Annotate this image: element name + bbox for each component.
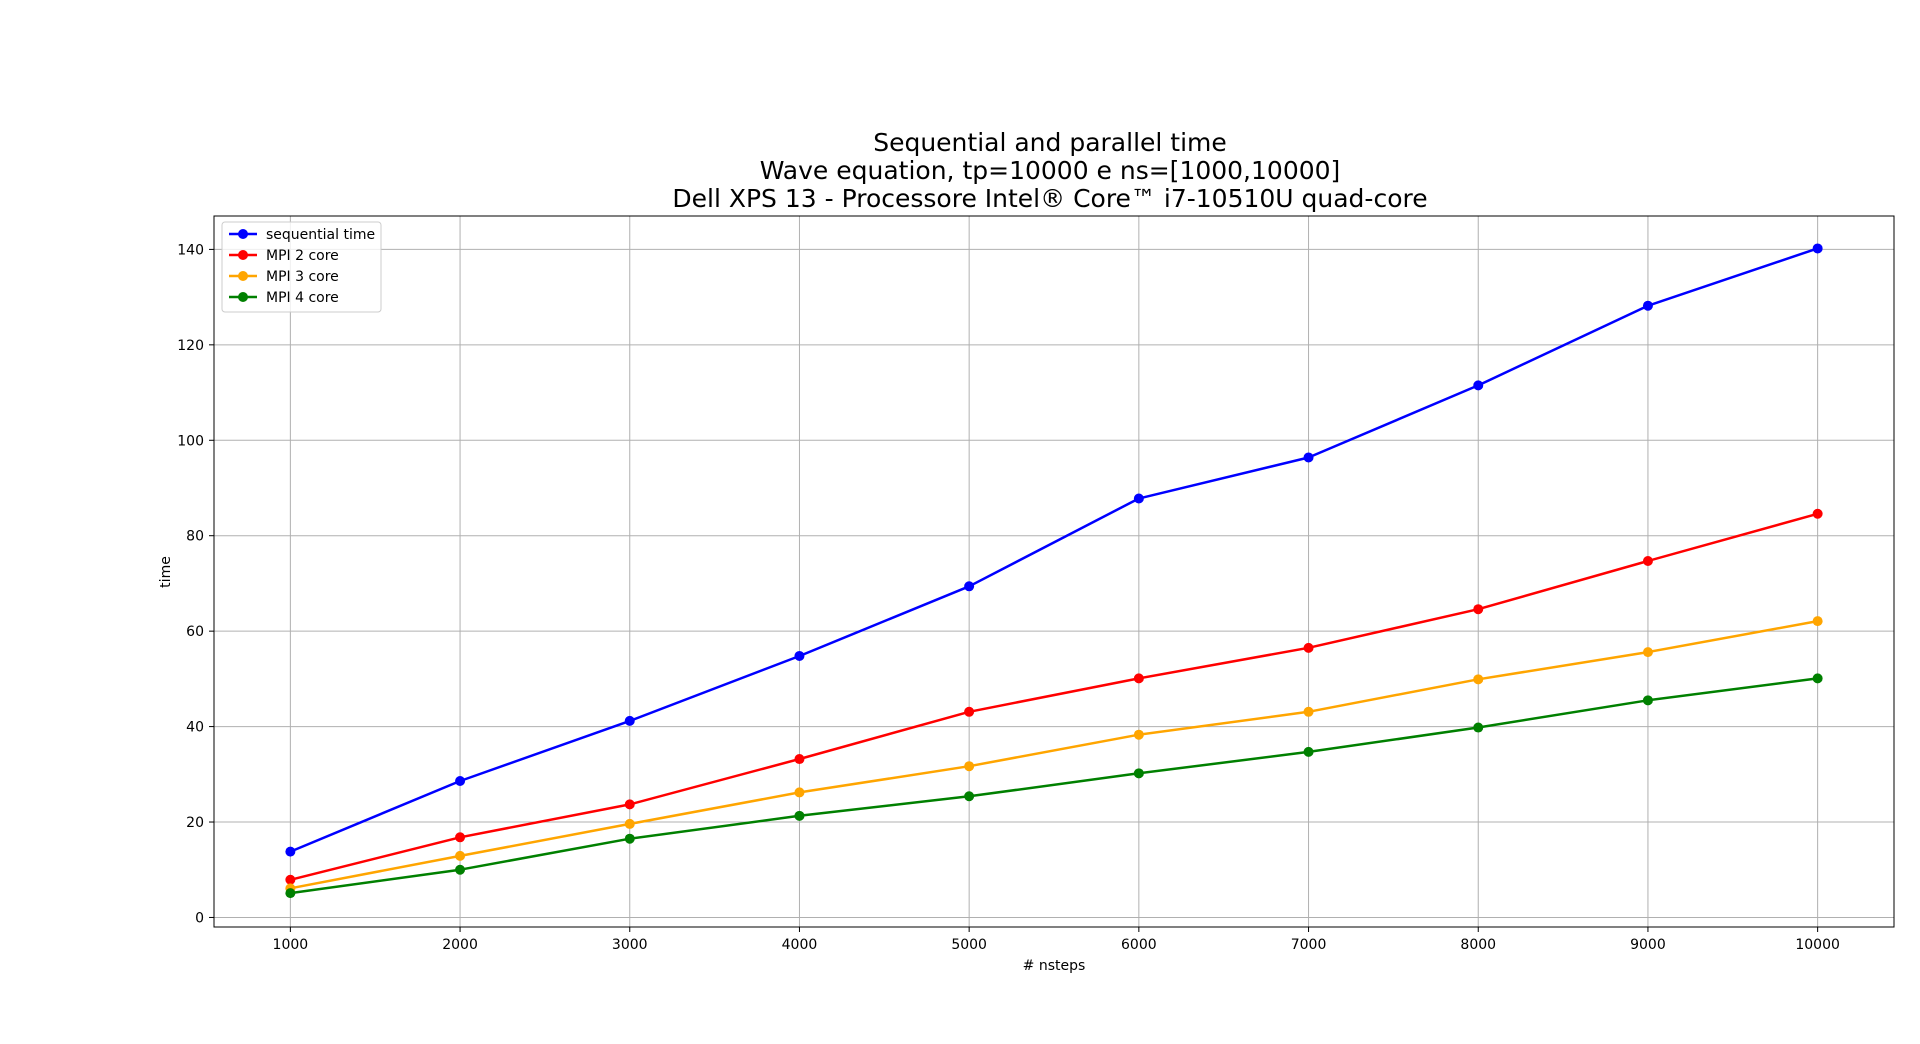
- data-point: [624, 818, 635, 829]
- y-axis: 0 20 40 60 80 100 120 140: [177, 242, 214, 926]
- data-point: [1133, 768, 1144, 779]
- x-tick-label: 8000: [1460, 937, 1496, 953]
- y-tick-label: 140: [177, 242, 204, 258]
- legend-item: sequential time: [229, 227, 375, 243]
- x-tick-label: 5000: [951, 937, 987, 953]
- data-point: [794, 787, 805, 798]
- x-tick-label: 7000: [1291, 937, 1327, 953]
- x-axis: 1000 2000 3000 4000 5000 6000 7000 8000 9000 1000…: [273, 927, 1840, 953]
- data-point: [455, 864, 466, 875]
- legend-label: MPI 2 core: [266, 248, 339, 264]
- data-point: [794, 650, 805, 661]
- y-tick-label: 0: [195, 910, 204, 926]
- data-point: [624, 833, 635, 844]
- legend-swatch-marker: [238, 271, 248, 281]
- chart-title-line-2: Wave equation, tp=10000 e ns=[1000,10000…: [760, 156, 1341, 185]
- series-2: [285, 508, 1823, 885]
- data-point: [455, 775, 466, 786]
- chart-title-line-1: Sequential and parallel time: [873, 128, 1227, 157]
- y-axis-label: time: [158, 556, 174, 588]
- chart-title-line-3: Dell XPS 13 - Processore Intel® Core™ i7…: [672, 184, 1427, 213]
- data-point: [1642, 695, 1653, 706]
- data-point: [455, 832, 466, 843]
- grid-lines: [214, 216, 1894, 927]
- x-tick-label: 4000: [782, 937, 818, 953]
- legend-label: MPI 3 core: [266, 269, 339, 285]
- data-point: [1303, 706, 1314, 717]
- data-point: [1473, 380, 1484, 391]
- data-point: [1812, 673, 1823, 684]
- data-point: [1303, 452, 1314, 463]
- data-point: [285, 846, 296, 857]
- y-tick-label: 120: [177, 338, 204, 354]
- y-tick-label: 80: [186, 529, 204, 545]
- data-point: [1812, 243, 1823, 254]
- y-tick-label: 20: [186, 815, 204, 831]
- data-point: [964, 761, 975, 772]
- x-tick-label: 10000: [1795, 937, 1840, 953]
- y-tick-label: 100: [177, 433, 204, 449]
- plot-frame: [213, 215, 1895, 928]
- legend-label: MPI 4 core: [266, 290, 339, 306]
- legend-items: sequential time MPI 2 core MPI 3 core MPI 4…: [229, 227, 375, 306]
- series-line: [290, 512, 1818, 882]
- legend: sequential time MPI 2 core MPI 3 core MPI 4…: [221, 221, 382, 313]
- series-1: [285, 243, 1823, 857]
- data-point: [1303, 642, 1314, 653]
- data-point: [1812, 616, 1823, 627]
- data-point: [794, 754, 805, 765]
- legend-swatch-marker: [238, 292, 248, 302]
- legend-swatch-marker: [238, 229, 248, 239]
- series-line: [290, 677, 1818, 895]
- data-point: [1133, 673, 1144, 684]
- x-tick-label: 1000: [273, 937, 309, 953]
- data-point: [455, 850, 466, 861]
- series-layer: [285, 243, 1823, 899]
- data-point: [794, 810, 805, 821]
- legend-item: MPI 4 core: [229, 290, 339, 306]
- data-point: [624, 715, 635, 726]
- data-point: [1303, 746, 1314, 757]
- data-point: [1473, 674, 1484, 685]
- legend-label: sequential time: [266, 227, 375, 243]
- data-point: [964, 581, 975, 592]
- legend-item: MPI 3 core: [229, 269, 339, 285]
- data-point: [1642, 300, 1653, 311]
- x-tick-label: 2000: [442, 937, 478, 953]
- data-point: [1133, 493, 1144, 504]
- data-point: [1812, 508, 1823, 519]
- data-point: [624, 799, 635, 810]
- x-tick-label: 3000: [612, 937, 648, 953]
- data-point: [1133, 729, 1144, 740]
- series-line: [290, 619, 1818, 890]
- series-3: [285, 616, 1823, 894]
- legend-swatch-marker: [238, 250, 248, 260]
- y-tick-label: 40: [186, 720, 204, 736]
- data-point: [964, 706, 975, 717]
- data-point: [1473, 604, 1484, 615]
- data-point: [285, 874, 296, 885]
- series-line: [289, 247, 1818, 853]
- legend-item: MPI 2 core: [229, 248, 339, 264]
- data-point: [1473, 722, 1484, 733]
- x-axis-label: # nsteps: [1023, 958, 1086, 974]
- x-tick-label: 9000: [1630, 937, 1666, 953]
- data-point: [1642, 556, 1653, 567]
- series-4: [285, 673, 1823, 899]
- data-point: [964, 791, 975, 802]
- y-tick-label: 60: [186, 624, 204, 640]
- x-tick-label: 6000: [1121, 937, 1157, 953]
- chart-title: Sequential and parallel time Wave equati…: [672, 128, 1427, 213]
- data-point: [285, 888, 296, 899]
- data-point: [1642, 647, 1653, 658]
- legend-frame: [221, 221, 382, 313]
